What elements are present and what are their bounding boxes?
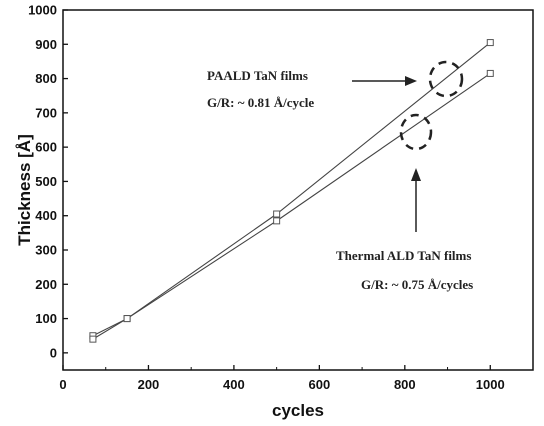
y-tick-label: 400 [35, 208, 57, 223]
annotation-paald-arrowhead [405, 76, 417, 86]
y-tick-label: 300 [35, 243, 57, 258]
data-point-marker [89, 335, 97, 343]
x-tick-label: 600 [309, 377, 331, 392]
y-tick-label: 600 [35, 140, 57, 155]
data-point-marker [273, 210, 281, 218]
annotation-thermal: Thermal ALD TaN films G/R: ~ 0.75 Å/cycl… [336, 113, 473, 292]
tick-layer: 0 200 400 600 800 1000 0 100 200 300 400 500 600 700 8… [28, 3, 505, 393]
y-tick-label: 500 [35, 174, 57, 189]
y-tick-label: 900 [35, 37, 57, 52]
y-tick-label: 100 [35, 311, 57, 326]
y-tick-label: 800 [35, 71, 57, 86]
x-axis-title: cycles [272, 401, 324, 420]
data-point-marker [486, 69, 494, 77]
series-line-1 [92, 72, 491, 340]
annotation-paald: PAALD TaN films G/R: ~ 0.81 Å/cycle [207, 60, 464, 110]
annotation-paald-circle [428, 60, 464, 98]
annotation-thermal-arrowhead [411, 168, 421, 181]
y-tick-label: 1000 [28, 3, 57, 18]
y-tick-label: 700 [35, 105, 57, 120]
series-line-0 [92, 42, 491, 337]
plot-frame [62, 9, 534, 371]
data-point-marker [273, 217, 281, 225]
y-tick-label: 0 [50, 345, 57, 360]
x-tick-label: 1000 [476, 377, 505, 392]
plot-area-border [62, 9, 534, 371]
x-tick-label: 0 [59, 377, 66, 392]
annotation-paald-rate: G/R: ~ 0.81 Å/cycle [207, 95, 314, 110]
x-tick-label: 800 [394, 377, 416, 392]
y-axis-title: Thickness [Å] [15, 134, 34, 245]
annotation-thermal-circle [399, 113, 433, 151]
data-point-marker [123, 315, 131, 323]
x-tick-label: 200 [138, 377, 160, 392]
annotation-paald-label: PAALD TaN films [207, 68, 308, 83]
y-tick-label: 200 [35, 277, 57, 292]
annotation-thermal-label: Thermal ALD TaN films [336, 248, 471, 263]
x-tick-label: 400 [223, 377, 245, 392]
annotation-thermal-rate: G/R: ~ 0.75 Å/cycles [361, 277, 473, 292]
data-point-marker [486, 39, 494, 47]
series-layer [89, 39, 494, 343]
